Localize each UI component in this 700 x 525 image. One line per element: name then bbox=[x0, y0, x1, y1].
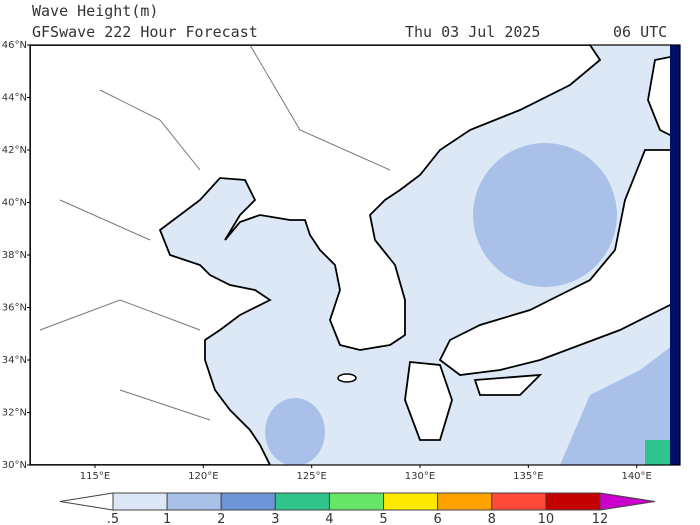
lat-label: 38°N bbox=[2, 250, 27, 261]
colorbar-segment bbox=[112, 492, 168, 511]
colorbar-segment bbox=[545, 492, 601, 511]
title: Wave Height(m) bbox=[32, 2, 158, 20]
shikoku bbox=[473, 373, 543, 396]
colorbar-segment bbox=[220, 492, 276, 511]
colorbar-label: 4 bbox=[325, 512, 333, 525]
mainland bbox=[30, 45, 602, 465]
kyushu bbox=[404, 361, 453, 441]
colorbar-label: 12 bbox=[592, 512, 609, 525]
colorbar-segment bbox=[274, 492, 330, 511]
colorbar-over bbox=[599, 492, 656, 511]
lat-label: 30°N bbox=[2, 460, 27, 471]
colorbar-label: 2 bbox=[217, 512, 225, 525]
ticks: 46°N 44°N 42°N 40°N 38°N 36°N 34°N 32°N 30°N 115°… bbox=[2, 40, 652, 482]
honshu bbox=[438, 149, 680, 376]
lon-label: 135°E bbox=[513, 471, 543, 482]
wave-area bbox=[265, 398, 325, 465]
lat-label: 34°N bbox=[2, 355, 27, 366]
colorbar-segment bbox=[491, 492, 547, 511]
colorbar-label: 10 bbox=[538, 512, 555, 525]
colorbar-label: 5 bbox=[379, 512, 387, 525]
lat-label: 32°N bbox=[2, 408, 27, 419]
time: 06 UTC bbox=[613, 23, 667, 41]
lon-label: 115°E bbox=[80, 471, 110, 482]
colorbar-label: 1 bbox=[163, 512, 171, 525]
map bbox=[30, 45, 680, 465]
colorbar-segment bbox=[437, 492, 493, 511]
lat-label: 46°N bbox=[2, 40, 27, 51]
edge-strip bbox=[670, 45, 680, 465]
lat-label: 42°N bbox=[2, 145, 27, 156]
wave-area bbox=[560, 340, 680, 465]
colorbar-label: 8 bbox=[488, 512, 496, 525]
colorbar-segment bbox=[383, 492, 439, 511]
colorbar-label: 6 bbox=[434, 512, 442, 525]
wave-area bbox=[473, 143, 617, 287]
colorbar-under bbox=[59, 492, 114, 511]
lat-label: 44°N bbox=[2, 93, 27, 104]
jeju bbox=[337, 373, 357, 383]
lon-label: 140°E bbox=[621, 471, 651, 482]
colorbar: .5 1 2 3 4 5 6 8 10 12 bbox=[59, 492, 656, 525]
colorbar-segment bbox=[166, 492, 222, 511]
date: Thu 03 Jul 2025 bbox=[405, 23, 540, 41]
lon-label: 120°E bbox=[188, 471, 218, 482]
subtitle: GFSwave 222 Hour Forecast bbox=[32, 23, 258, 41]
lon-label: 130°E bbox=[405, 471, 435, 482]
colorbar-label: 3 bbox=[271, 512, 279, 525]
colorbar-label: .5 bbox=[107, 512, 119, 525]
lat-label: 40°N bbox=[2, 198, 27, 209]
borders bbox=[39, 45, 391, 421]
lon-label: 125°E bbox=[296, 471, 326, 482]
colorbar-segment bbox=[328, 492, 385, 511]
lat-label: 36°N bbox=[2, 303, 27, 314]
